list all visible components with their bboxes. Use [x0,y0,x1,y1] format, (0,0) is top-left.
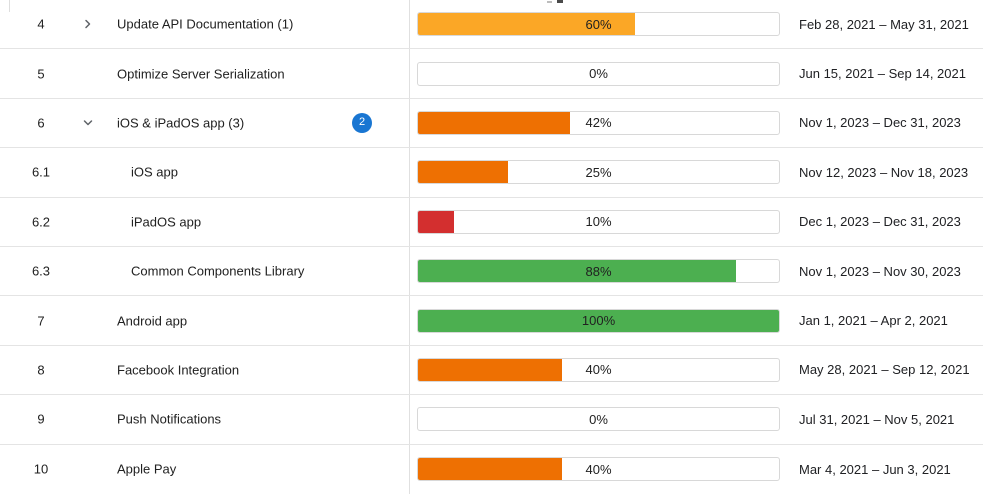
progress-bar-fill [418,13,635,36]
progress-bar-fill [418,111,570,134]
row-number: 6.1 [31,164,51,180]
task-name[interactable]: Common Components Library [131,263,305,279]
date-range[interactable]: Nov 12, 2023 – Nov 18, 2023 [799,164,969,180]
progress-bar[interactable]: 60% [417,12,780,37]
progress-bar[interactable]: 40% [417,357,780,382]
table-row: 6.3 Common Components Library 88% Nov 1,… [0,246,983,297]
table-row: 9 Push Notifications 0% Jul 31, 2021 – N… [0,395,983,445]
progress-cell: 40% [410,445,784,494]
progress-percent-label: 0% [589,66,608,82]
row-number: 7 [37,313,45,329]
date-range[interactable]: Mar 4, 2021 – Jun 3, 2021 [799,461,951,477]
progress-percent-label: 40% [585,461,612,477]
progress-bar-fill [418,161,509,184]
notification-badge[interactable]: 2 [352,112,372,133]
progress-bar-fill [418,358,563,381]
progress-percent-label: 10% [585,214,612,230]
progress-cell: 10% [410,198,784,246]
task-name[interactable]: iPadOS app [131,214,202,230]
task-cell: 6.2 iPadOS app [0,197,410,246]
progress-cell: 88% [410,247,784,295]
task-cell: 4 Update API Documentation (1) [0,0,410,49]
task-name[interactable]: Update API Documentation (1) [117,16,294,32]
progress-bar[interactable]: 42% [417,110,780,135]
task-cell: 10 Apple Pay [0,444,410,494]
progress-percent-label: 88% [585,263,612,279]
progress-bar[interactable]: 88% [417,259,780,284]
task-cell: 7 Android app [0,296,410,345]
date-range[interactable]: Nov 1, 2023 – Nov 30, 2023 [799,263,961,279]
task-name[interactable]: Apple Pay [117,461,177,477]
task-name[interactable]: Optimize Server Serialization [117,66,285,82]
date-range[interactable]: Dec 1, 2023 – Dec 31, 2023 [799,214,961,230]
progress-bar[interactable]: 100% [417,308,780,333]
progress-bar[interactable]: 40% [417,457,780,482]
row-number: 4 [37,16,45,32]
date-range[interactable]: Jan 1, 2021 – Apr 2, 2021 [799,313,948,329]
row-number: 5 [37,66,45,82]
task-cell: 9 Push Notifications [0,395,410,444]
row-number: 6.2 [31,214,51,230]
progress-percent-label: 0% [589,411,608,427]
task-cell: 6.1 iOS app [0,148,410,197]
row-number: 10 [33,461,49,477]
progress-cell: 100% [410,296,784,344]
row-number: 9 [37,411,45,427]
table-row: 6 iOS & iPadOS app (3) 2 42% Nov 1, 2023… [0,98,983,149]
task-cell: 6.3 Common Components Library [0,246,410,296]
task-name[interactable]: Push Notifications [117,411,222,427]
date-range[interactable]: Jun 15, 2021 – Sep 14, 2021 [799,66,966,82]
progress-percent-label: 42% [585,115,612,131]
progress-cell: 40% [410,346,784,394]
progress-cell: 0% [410,395,784,443]
task-cell: 5 Optimize Server Serialization [0,49,410,98]
progress-cell: 0% [410,49,784,97]
progress-bar[interactable]: 0% [417,61,780,86]
table-row: 5 Optimize Server Serialization 0% Jun 1… [0,49,983,99]
table-row: 6.1 iOS app 25% Nov 12, 2023 – Nov 18, 2… [0,148,983,198]
row-number: 8 [37,362,45,378]
date-range[interactable]: Nov 1, 2023 – Dec 31, 2023 [799,115,961,131]
task-name[interactable]: Facebook Integration [117,362,240,378]
date-range[interactable]: Feb 28, 2021 – May 31, 2021 [799,16,969,32]
progress-bar-fill [418,309,779,332]
progress-percent-label: 100% [581,313,616,329]
chevron-down-icon[interactable] [80,115,96,131]
progress-cell: 42% [410,99,784,147]
progress-bar-fill [418,458,563,481]
task-name[interactable]: iOS & iPadOS app (3) [117,115,245,131]
task-cell: 8 Facebook Integration [0,345,410,395]
progress-cell: 25% [410,148,784,196]
task-name[interactable]: iOS app [131,164,178,180]
progress-bar-fill [418,260,736,283]
row-number: 6 [37,115,45,131]
progress-percent-label: 60% [585,16,612,32]
progress-bar[interactable]: 0% [417,407,780,432]
progress-cell: 60% [410,0,784,48]
table-row: 10 Apple Pay 40% Mar 4, 2021 – Jun 3, 20… [0,444,983,494]
progress-bar[interactable]: 25% [417,160,780,185]
date-range[interactable]: May 28, 2021 – Sep 12, 2021 [799,362,970,378]
date-range[interactable]: Jul 31, 2021 – Nov 5, 2021 [799,411,955,427]
chevron-right-icon[interactable] [80,16,96,32]
table-row: 4 Update API Documentation (1) 60% Feb 2… [0,0,983,50]
progress-percent-label: 25% [585,164,612,180]
row-number: 6.3 [31,263,51,279]
task-cell: 6 iOS & iPadOS app (3) 2 [0,98,410,148]
table-row: 7 Android app 100% Jan 1, 2021 – Apr 2, … [0,296,983,346]
progress-bar-fill [418,210,455,233]
progress-bar[interactable]: 10% [417,209,780,234]
table-row: 6.2 iPadOS app 10% Dec 1, 2023 – Dec 31,… [0,197,983,247]
table-row: 8 Facebook Integration 40% May 28, 2021 … [0,345,983,396]
task-name[interactable]: Android app [117,313,188,329]
progress-percent-label: 40% [585,362,612,378]
